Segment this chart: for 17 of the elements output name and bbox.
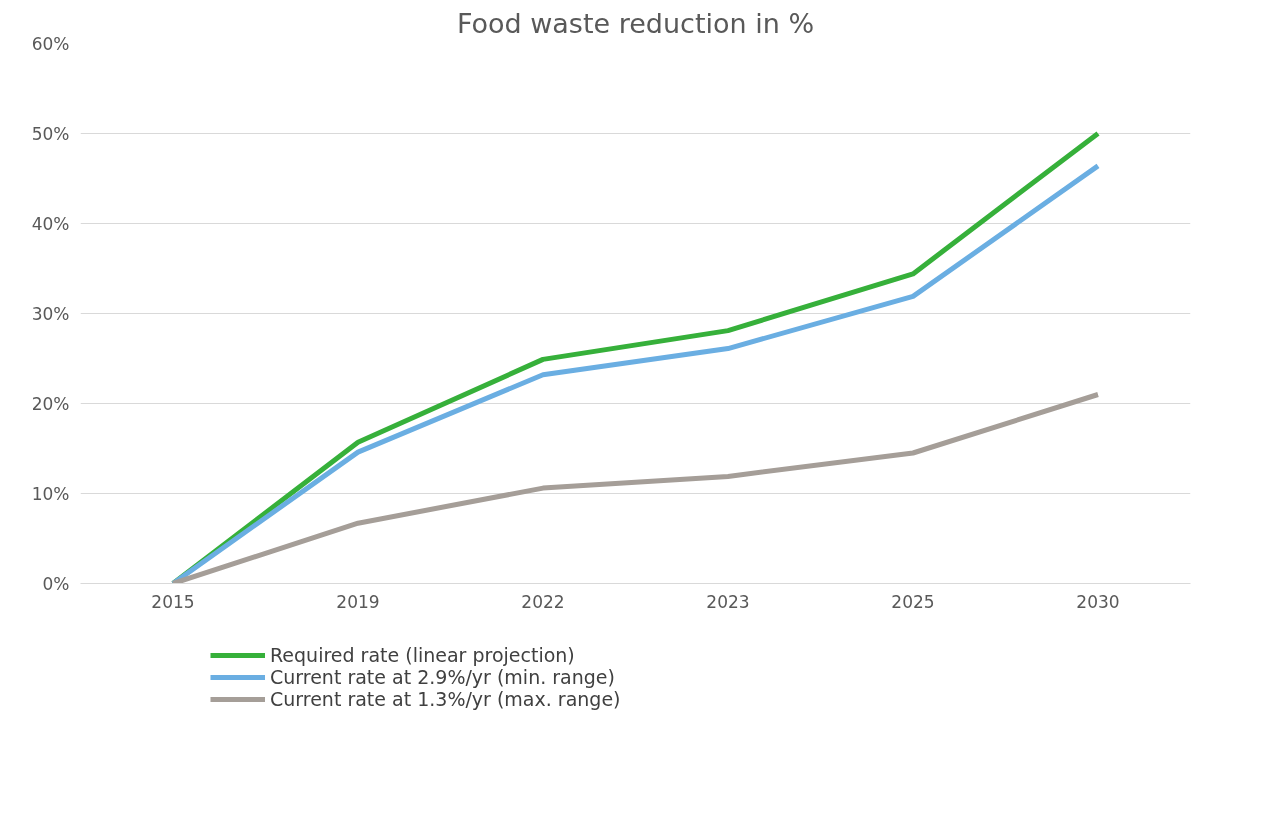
y-tick-label: 10% — [31, 483, 70, 504]
x-tick-label: 2015 — [151, 591, 195, 612]
legend-label: Current rate at 2.9%/yr (min. range) — [270, 666, 615, 688]
legend-label: Current rate at 1.3%/yr (max. range) — [270, 688, 621, 710]
x-tick-label: 2030 — [1076, 591, 1120, 612]
y-tick-label: 40% — [31, 213, 70, 234]
x-tick-label: 2025 — [891, 591, 935, 612]
legend-label: Required rate (linear projection) — [270, 644, 575, 666]
y-tick-label: 0% — [42, 573, 70, 594]
x-tick-label: 2019 — [336, 591, 380, 612]
x-tick-label: 2023 — [706, 591, 750, 612]
y-tick-label: 50% — [31, 123, 70, 144]
chart-title: Food waste reduction in % — [456, 7, 815, 39]
x-tick-label: 2022 — [521, 591, 565, 612]
y-tick-label: 60% — [31, 33, 70, 54]
y-tick-label: 30% — [31, 303, 70, 324]
y-tick-label: 20% — [31, 393, 70, 414]
